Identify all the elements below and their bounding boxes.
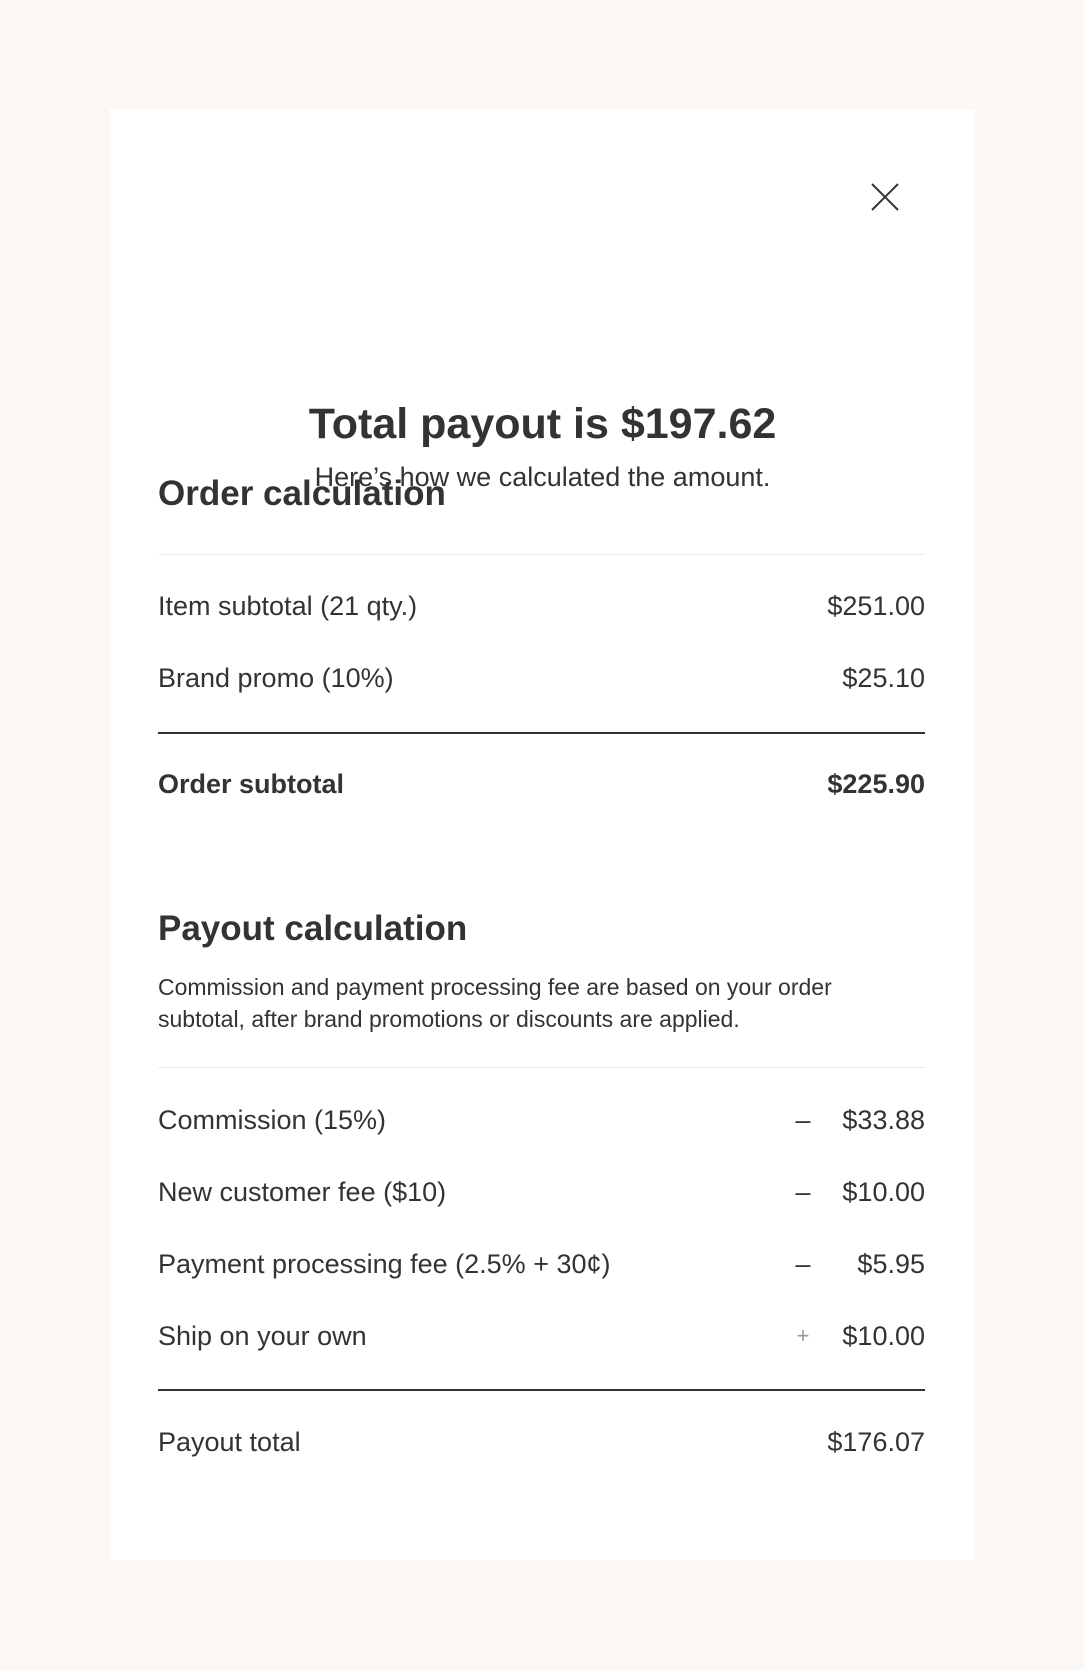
minus-sign: – — [795, 1249, 811, 1279]
minus-sign: – — [795, 1177, 811, 1207]
payout-total-row: Payout total $176.07 — [158, 1424, 925, 1460]
close-icon — [871, 183, 899, 211]
row-label: Ship on your own — [158, 1321, 367, 1351]
divider — [158, 732, 925, 734]
payout-row: Ship on your own + $10.00 — [158, 1318, 925, 1354]
modal-title: Total payout is $197.62 — [308, 400, 777, 448]
payout-row: Payment processing fee (2.5% + 30¢) – $5.… — [158, 1246, 925, 1282]
order-subtotal-label: Order subtotal — [158, 769, 345, 799]
payout-modal: Total payout is $197.62 Here’s how we ca… — [110, 109, 975, 1560]
divider — [158, 1067, 925, 1068]
order-row: Brand promo (10%) $25.10 — [158, 660, 925, 696]
payout-row: Commission (15%) – $33.88 — [158, 1102, 925, 1138]
row-label: Payment processing fee (2.5% + 30¢) — [158, 1249, 611, 1279]
row-amount: $33.88 — [842, 1105, 925, 1135]
minus-sign: – — [795, 1105, 811, 1135]
row-label: Item subtotal (21 qty.) — [158, 591, 418, 621]
row-amount: $10.00 — [842, 1321, 925, 1351]
payout-description: Commission and payment processing fee ar… — [158, 974, 832, 1032]
payout-calculation-heading: Payout calculation — [158, 909, 468, 948]
order-calculation-heading: Order calculation — [158, 474, 446, 513]
close-button[interactable] — [870, 182, 900, 212]
plus-sign: + — [796, 1323, 810, 1348]
row-label: Brand promo (10%) — [158, 663, 394, 693]
order-subtotal-row: Order subtotal $225.90 — [158, 766, 925, 802]
divider — [158, 554, 925, 555]
row-amount: $25.10 — [842, 663, 925, 693]
payout-row: New customer fee ($10) – $10.00 — [158, 1174, 925, 1210]
modal-subtitle: Here’s how we calculated the amount. — [314, 462, 771, 492]
payout-total-label: Payout total — [158, 1427, 301, 1457]
row-amount: $10.00 — [842, 1177, 925, 1207]
order-subtotal-amount: $225.90 — [827, 769, 925, 799]
row-label: Commission (15%) — [158, 1105, 387, 1135]
row-amount: $5.95 — [857, 1249, 925, 1279]
payout-total-amount: $176.07 — [827, 1427, 925, 1457]
divider — [158, 1389, 925, 1391]
row-label: New customer fee ($10) — [158, 1177, 447, 1207]
order-row: Item subtotal (21 qty.) $251.00 — [158, 588, 925, 624]
row-amount: $251.00 — [827, 591, 925, 621]
